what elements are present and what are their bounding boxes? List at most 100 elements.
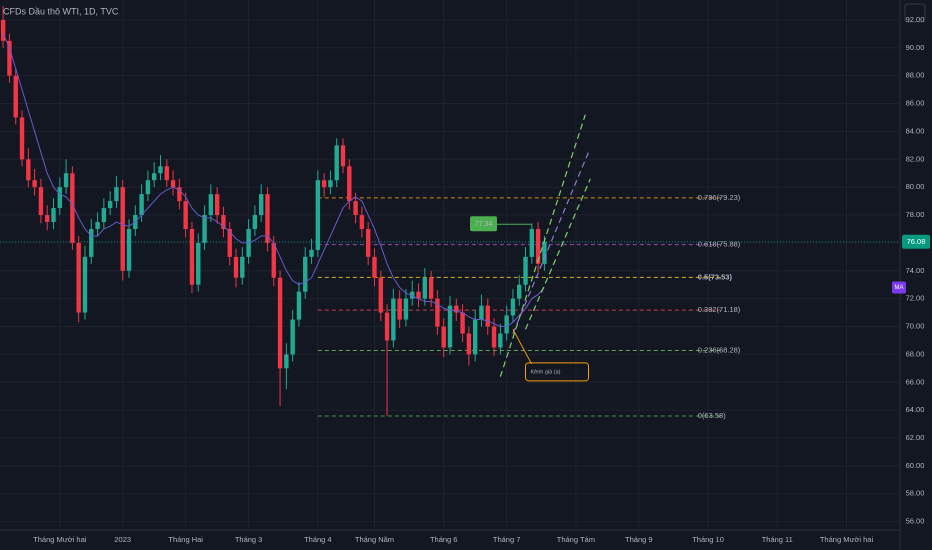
y-tick-label: 78.00: [906, 210, 925, 219]
candle-body: [227, 228, 232, 257]
price-marker-label: 77.34: [475, 221, 493, 228]
candle-body: [372, 256, 377, 278]
candle-body: [334, 145, 339, 181]
candle-body: [51, 208, 56, 223]
candle-body: [397, 298, 402, 320]
y-tick-label: 68.00: [906, 349, 925, 358]
candle-body: [422, 277, 428, 299]
candle-body: [504, 315, 509, 334]
x-tick-label: Tháng 4: [304, 535, 332, 544]
candle-body: [101, 208, 107, 223]
candle-body: [82, 256, 88, 313]
candle-body: [441, 326, 446, 348]
settings-button[interactable]: [904, 3, 926, 23]
candle-body: [277, 277, 283, 369]
candle-body: [410, 291, 415, 299]
candle-body: [491, 326, 497, 348]
candle-body: [340, 145, 346, 167]
candle-body: [284, 354, 289, 369]
y-tick-label: 72.00: [906, 294, 925, 303]
candle-body: [529, 228, 535, 257]
y-tick-label: 70.00: [906, 322, 925, 331]
x-tick-label: Tháng Mười hai: [33, 535, 87, 544]
x-tick-label: Tháng 3: [235, 535, 263, 544]
ma-badge: [892, 281, 906, 294]
candle-body: [460, 312, 465, 334]
candle-body: [95, 222, 100, 229]
candle-body: [252, 215, 258, 229]
grid: [0, 0, 901, 550]
x-tick-label: Tháng Tám: [557, 535, 595, 544]
ma-badge-label: MA: [895, 285, 904, 291]
x-tick-label: Tháng 10: [692, 535, 724, 544]
channel-line: [512, 152, 590, 334]
y-tick-label: 80.00: [906, 182, 925, 191]
candle-body: [542, 241, 547, 264]
candle-body: [447, 305, 453, 348]
candle-body: [510, 298, 516, 316]
candle-body: [535, 228, 541, 264]
candle-body: [196, 242, 201, 285]
candle-body: [321, 180, 327, 188]
candle-body: [240, 256, 245, 278]
price-marker-box: [470, 216, 498, 232]
candle-body: [365, 228, 371, 257]
candle-body: [290, 319, 295, 355]
x-tick-label: Tháng 6: [430, 535, 458, 544]
fib-label: 0.786(79.23): [698, 193, 741, 202]
candle-body: [472, 319, 478, 355]
y-tick-label: 66.00: [906, 377, 925, 386]
candle-body: [258, 194, 264, 216]
y-tick-label: 92.00: [906, 15, 925, 24]
candle-body: [353, 201, 358, 216]
candle-body: [309, 249, 314, 257]
candle-body: [177, 187, 182, 202]
candle-body: [435, 298, 440, 327]
candle-body: [151, 173, 157, 181]
candle-body: [76, 242, 81, 313]
candle-body: [296, 291, 302, 320]
candle-body: [126, 228, 132, 271]
x-tick-label: Tháng 11: [762, 535, 793, 544]
candle-body: [315, 180, 321, 250]
candle-body: [328, 180, 333, 188]
candle-body: [164, 166, 169, 181]
candle-body: [214, 194, 220, 216]
candle-body: [107, 201, 113, 209]
x-tick-label: Tháng 7: [493, 535, 521, 544]
annotation-text: Kênh giá (a): [531, 369, 561, 375]
candle-body: [303, 256, 308, 292]
y-tick-label: 58.00: [906, 489, 925, 498]
candle-body: [221, 215, 226, 229]
annotation-box: [525, 362, 590, 382]
x-tick-label: 2023: [114, 535, 131, 544]
x-tick-label: Tháng Mười hai: [820, 535, 874, 544]
candle-body: [485, 305, 490, 327]
candle-body: [454, 305, 459, 313]
candle-body: [208, 194, 214, 216]
y-tick-label: 62.00: [906, 433, 925, 442]
last-price-label: 76.08: [907, 237, 926, 246]
candle-body: [189, 228, 195, 285]
candle-body: [120, 187, 125, 271]
fib-label: 0.618(75.88): [698, 240, 741, 249]
candle-body: [403, 298, 409, 320]
x-tick-label: Tháng Hai: [168, 535, 203, 544]
plot: 0.786(79.23) 0.618(75.88) 0.5(73.53) 0.382(…: [0, 5, 900, 420]
candle-body: [183, 201, 188, 229]
candle-body: [347, 166, 352, 202]
annotation-connector: [512, 329, 532, 365]
fib-label: 0.382(71.18): [698, 305, 741, 314]
candle-body: [32, 180, 37, 188]
candle-body: [202, 215, 207, 243]
candle-body: [359, 215, 365, 229]
channel-line: [524, 178, 591, 330]
last-price-badge: [902, 234, 930, 249]
candle-body: [145, 180, 151, 195]
candle-body: [170, 180, 176, 188]
candle-body: [57, 187, 62, 209]
x-tick-label: Tháng 9: [625, 535, 653, 544]
y-tick-label: 88.00: [906, 71, 925, 80]
